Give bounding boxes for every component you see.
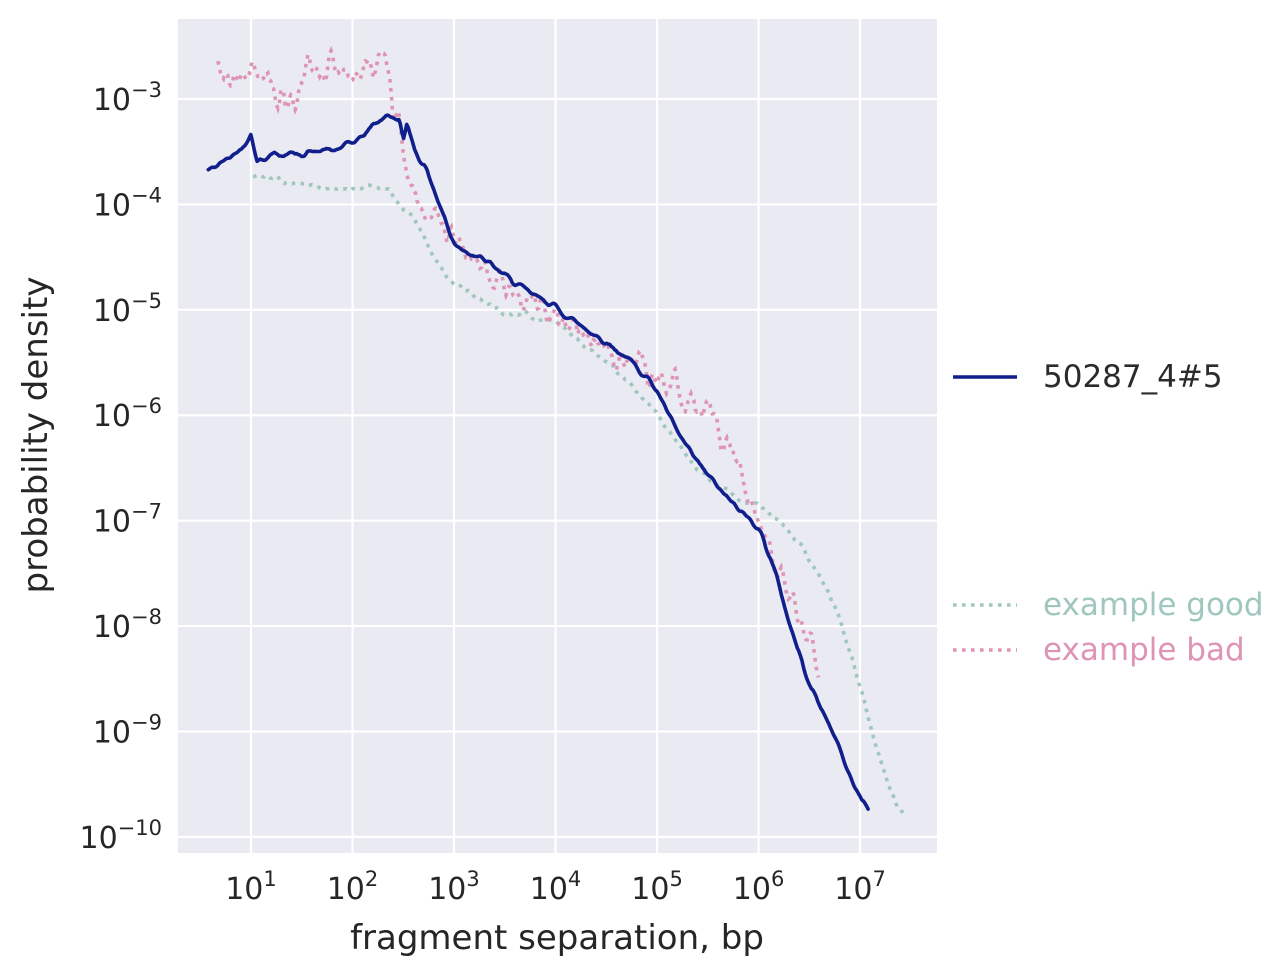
x-tick-label: 107 <box>834 867 886 907</box>
y-tick-label: 10−10 <box>79 816 162 856</box>
legend-example-good: example good <box>952 585 1264 625</box>
x-tick-label: 102 <box>327 867 379 907</box>
series-line-50287-4-5 <box>206 113 870 811</box>
legend-label-example-bad: example bad <box>1043 632 1245 668</box>
y-tick-label: 10−5 <box>93 289 162 329</box>
series-group <box>206 45 907 817</box>
tick-labels: 101 102 103 104 105 106 107 10−3 10−4 10−5 10−6 10−… <box>79 78 885 907</box>
gridlines <box>178 19 937 853</box>
plot-background <box>178 19 937 853</box>
series-line-example-good <box>253 172 907 817</box>
x-axis-title: fragment separation, bp <box>350 918 764 958</box>
y-axis-title: probability density <box>16 276 56 594</box>
legend-swatch-dotted-pink <box>953 648 1017 652</box>
x-tick-label: 105 <box>631 867 683 907</box>
x-tick-label: 106 <box>733 867 785 907</box>
y-tick-label: 10−7 <box>93 500 162 540</box>
legend-label-example-good: example good <box>1043 587 1264 623</box>
series-line-example-bad <box>215 45 821 678</box>
legend-example-bad: example bad <box>952 630 1245 670</box>
legend-swatch-solid-line <box>953 375 1017 379</box>
legend-main: 50287_4#5 <box>952 357 1223 397</box>
y-tick-label: 10−9 <box>93 710 162 750</box>
y-tick-label: 10−4 <box>93 183 162 223</box>
x-tick-label: 101 <box>225 867 277 907</box>
y-tick-label: 10−6 <box>93 394 162 434</box>
y-tick-label: 10−3 <box>93 78 162 118</box>
legend-label-50287-4-5: 50287_4#5 <box>1043 359 1223 395</box>
legend-swatch-dotted-teal <box>953 603 1017 607</box>
y-tick-label: 10−8 <box>93 605 162 645</box>
x-tick-label: 104 <box>530 867 582 907</box>
x-tick-label: 103 <box>428 867 480 907</box>
